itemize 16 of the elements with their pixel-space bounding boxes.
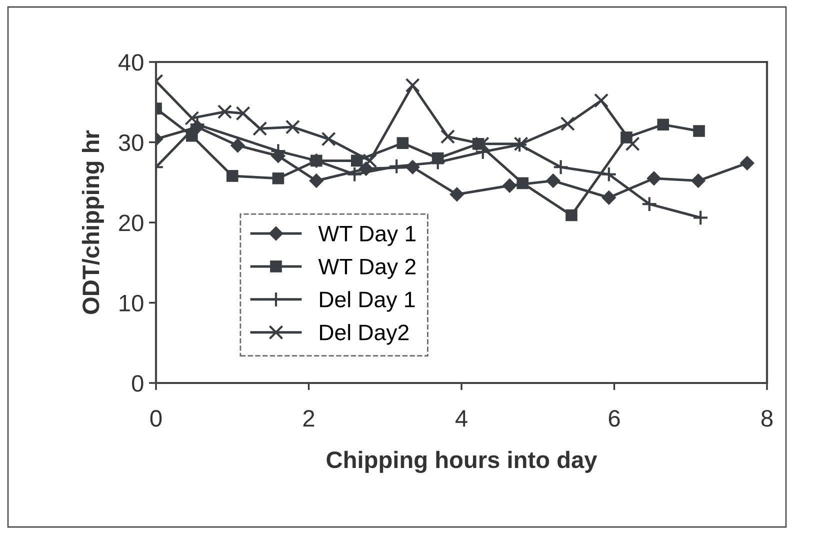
x-tick-label: 0 xyxy=(150,410,162,427)
legend-label: Del Day2 xyxy=(320,324,408,345)
x-tick-label: 6 xyxy=(608,410,620,427)
x-axis-title: Chipping hours into day xyxy=(326,450,598,473)
x-tick-label: 4 xyxy=(455,410,468,426)
y-tick-label: 0 xyxy=(132,375,144,392)
x-tick-label: 2 xyxy=(303,410,314,426)
x-tick-label: 8 xyxy=(761,410,773,427)
y-axis-title: ODT/chipping hr xyxy=(82,130,104,314)
y-tick-label: 40 xyxy=(118,54,144,71)
legend-label: WT Day 1 xyxy=(318,226,416,246)
y-tick-label: 30 xyxy=(118,134,144,152)
legend-label: Del Day 1 xyxy=(320,291,415,312)
y-tick-label: 10 xyxy=(120,294,144,312)
y-tick-label: 20 xyxy=(119,214,144,232)
legend-label: WT Day 2 xyxy=(318,258,416,279)
